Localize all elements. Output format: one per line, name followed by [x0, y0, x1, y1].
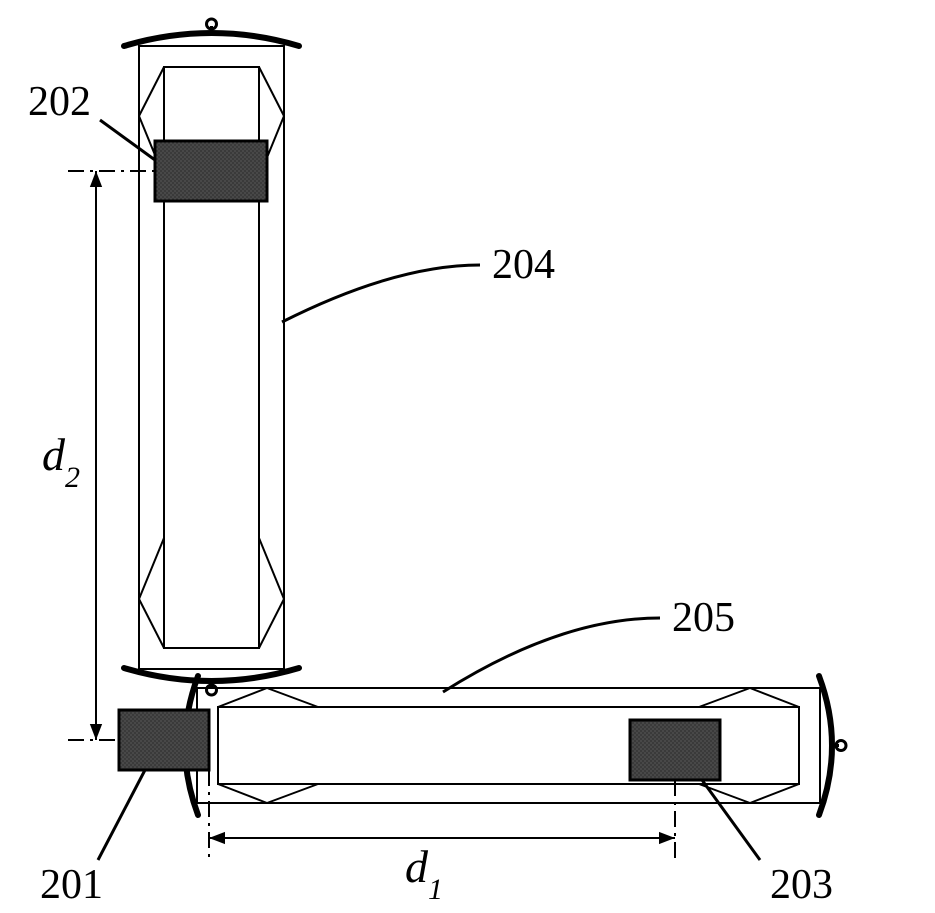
dim-arrowhead: [90, 724, 102, 740]
dim-arrowhead: [209, 832, 225, 844]
vertical-assembly: [124, 19, 299, 695]
dim-d2-label: d2: [42, 429, 80, 494]
technical-diagram: d2 d1 202 204 205 201 203: [0, 0, 935, 913]
dimension-d1: d1: [209, 770, 675, 906]
block-201: [119, 710, 209, 770]
leader-201: [98, 770, 145, 860]
horizontal-taper-line: [750, 784, 799, 803]
leader-205: [443, 618, 660, 692]
horizontal-taper-line: [699, 688, 750, 707]
vertical-taper-line: [139, 538, 164, 599]
label-201: 201: [40, 862, 103, 908]
dim-d2-var: d: [42, 429, 66, 480]
label-205: 205: [672, 595, 735, 641]
block-203: [630, 720, 720, 780]
label-203: 203: [770, 862, 833, 908]
leader-204: [282, 265, 480, 322]
leader-203: [702, 780, 760, 860]
horizontal-taper-line: [218, 784, 267, 803]
horizontal-assembly: [171, 676, 846, 815]
dim-d2-subscript: 2: [65, 461, 80, 494]
vertical-outer-rect: [139, 46, 284, 669]
label-202: 202: [28, 79, 91, 125]
vertical-taper-line: [259, 538, 284, 599]
horizontal-taper-line: [267, 784, 318, 803]
horizontal-taper-line: [750, 688, 799, 707]
block-202: [155, 141, 267, 201]
dim-d1-var: d: [405, 841, 429, 892]
vertical-taper-line: [139, 67, 164, 116]
dim-d1-subscript: 1: [428, 873, 443, 906]
vertical-taper-line: [259, 599, 284, 648]
horizontal-outer-rect: [197, 688, 820, 803]
dim-d1-label: d1: [405, 841, 443, 906]
vertical-taper-line: [259, 67, 284, 116]
horizontal-taper-line: [267, 688, 318, 707]
vertical-taper-line: [139, 599, 164, 648]
leader-202: [100, 120, 155, 160]
label-204: 204: [492, 242, 555, 288]
dim-arrowhead: [90, 171, 102, 187]
dim-arrowhead: [659, 832, 675, 844]
horizontal-taper-line: [218, 688, 267, 707]
